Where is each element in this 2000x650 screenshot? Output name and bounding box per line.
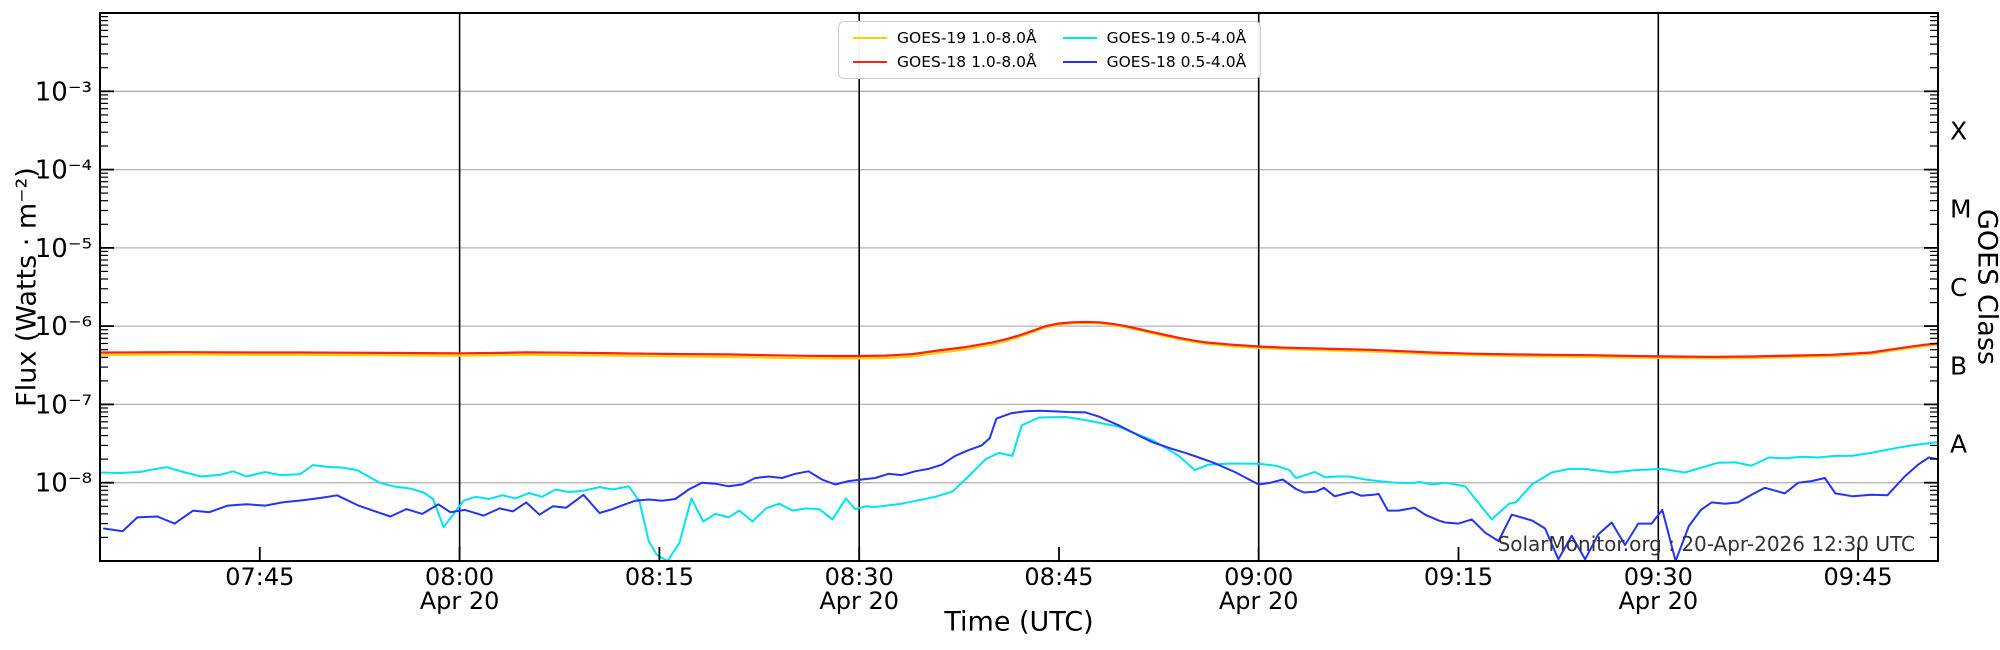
svg-text:X: X (1950, 116, 1967, 145)
legend-entry-2: GOES-19 0.5-4.0Å (1062, 27, 1247, 49)
legend-line-swatch (853, 37, 887, 39)
y-tick-labels: 10⁻³ 10⁻⁴ 10⁻⁵ 10⁻⁶ 10⁻⁷ 10⁻⁸ (35, 77, 92, 498)
svg-text:A: A (1950, 430, 1967, 459)
svg-text:09:30: 09:30 (1624, 563, 1693, 591)
legend-entry-label: GOES-18 1.0-8.0Å (897, 53, 1037, 71)
svg-text:M: M (1950, 195, 1972, 224)
svg-text:10⁻⁷: 10⁻⁷ (35, 390, 92, 420)
svg-text:C: C (1950, 273, 1967, 302)
svg-text:10⁻⁴: 10⁻⁴ (35, 156, 92, 186)
legend-line-swatch (1062, 61, 1097, 63)
date-lines (458, 13, 1660, 561)
series-line-3 (103, 409, 1938, 561)
x-ticks (258, 547, 1859, 561)
legend-entry-label: GOES-19 1.0-8.0Å (897, 29, 1037, 47)
plot-border (99, 12, 1939, 562)
legend-box: GOES-19 1.0-8.0Å GOES-18 1.0-8.0Å GOES-19 … (838, 21, 1262, 79)
svg-text:10⁻⁸: 10⁻⁸ (35, 469, 92, 499)
svg-text:07:45: 07:45 (225, 563, 294, 591)
svg-text:Apr 20: Apr 20 (819, 587, 899, 615)
svg-text:09:15: 09:15 (1424, 563, 1493, 591)
svg-text:10⁻⁶: 10⁻⁶ (35, 312, 92, 342)
svg-text:10⁻⁵: 10⁻⁵ (35, 234, 92, 264)
svg-text:09:00: 09:00 (1224, 563, 1293, 591)
svg-text:08:15: 08:15 (625, 563, 694, 591)
legend-entry-label: GOES-18 0.5-4.0Å (1106, 53, 1247, 71)
y-axis-label: Flux (Watts · m⁻²) (11, 167, 43, 407)
goes-class-letters: X M C B A (1950, 116, 1972, 458)
legend-line-swatch (1062, 37, 1097, 39)
series-line-1 (100, 320, 1938, 358)
y-ticks (100, 12, 1938, 562)
svg-text:Apr 20: Apr 20 (420, 587, 500, 615)
svg-text:08:45: 08:45 (1024, 563, 1093, 591)
series-line-2 (100, 416, 1938, 561)
watermark-text: SolarMonitor.org : 20-Apr-2026 12:30 UTC (1497, 532, 1915, 556)
svg-text:10⁻³: 10⁻³ (35, 77, 92, 107)
svg-text:09:45: 09:45 (1824, 563, 1893, 591)
right-axis-label: GOES Class (1971, 209, 2000, 365)
svg-text:Apr 20: Apr 20 (1618, 587, 1698, 615)
legend-line-swatch (853, 61, 887, 63)
x-axis-label: Time (UTC) (944, 606, 1094, 638)
svg-text:08:30: 08:30 (825, 563, 894, 591)
svg-text:Apr 20: Apr 20 (1219, 587, 1299, 615)
svg-text:B: B (1950, 351, 1967, 380)
legend-entry-0: GOES-19 1.0-8.0Å (853, 27, 1037, 49)
legend-entry-label: GOES-19 0.5-4.0Å (1106, 29, 1247, 47)
legend-entry-1: GOES-18 1.0-8.0Å (853, 51, 1037, 73)
svg-text:08:00: 08:00 (425, 563, 494, 591)
y-gridlines (100, 90, 1938, 484)
legend-entry-3: GOES-18 0.5-4.0Å (1062, 51, 1247, 73)
